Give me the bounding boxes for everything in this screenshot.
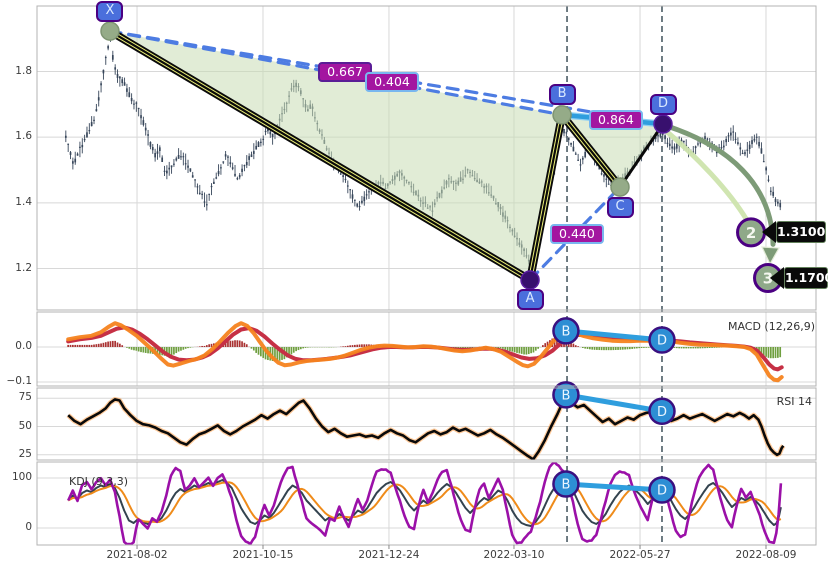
rsi-panel — [66, 394, 786, 460]
svg-text:D: D — [657, 334, 667, 349]
kdj-marker-B — [552, 470, 580, 498]
rsi-marker-B — [552, 381, 580, 409]
pattern-point-B — [552, 105, 572, 125]
svg-text:D: D — [657, 484, 667, 499]
kdj-marker-D — [648, 476, 676, 504]
svg-text:B: B — [561, 478, 570, 493]
panel-spines — [36, 5, 817, 549]
pattern-point-A — [520, 270, 540, 290]
pattern-point-markers — [100, 21, 673, 290]
svg-text:D: D — [657, 405, 667, 420]
target-markers: 23 — [736, 217, 784, 294]
svg-text:2: 2 — [746, 224, 756, 242]
rsi-marker-D — [648, 397, 676, 425]
pattern-point-X — [100, 21, 120, 41]
pattern-point-D — [653, 114, 673, 134]
pattern-fill — [109, 31, 664, 280]
macd-marker-B — [552, 317, 580, 345]
macd-bd-markers: BD — [552, 317, 676, 354]
macd-marker-D — [648, 326, 676, 354]
grid-and-panels — [37, 6, 816, 545]
svg-text:B: B — [561, 325, 570, 340]
svg-text:3: 3 — [763, 269, 773, 287]
pattern-point-C — [610, 177, 630, 197]
rsi-bd-markers: BD — [552, 381, 676, 425]
svg-text:B: B — [561, 389, 570, 404]
